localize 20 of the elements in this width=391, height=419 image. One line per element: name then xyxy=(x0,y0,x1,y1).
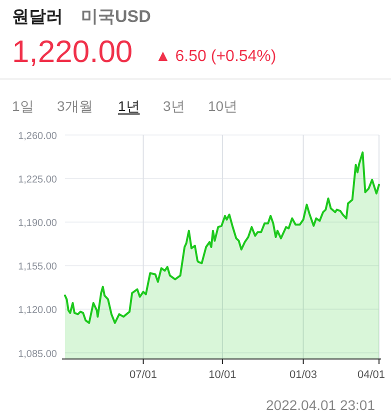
y-tick-label: 1,260.00 xyxy=(18,131,58,142)
text: 1일 xyxy=(12,98,34,114)
y-tick-label: 1,155.00 xyxy=(18,262,58,273)
text: ▲ 6.50 (+0.54%) xyxy=(155,48,276,65)
y-tick-label: 1,120.00 xyxy=(18,305,58,316)
text: 3개월 xyxy=(57,98,93,114)
text: 2022.04.01 23:01 xyxy=(266,397,376,413)
y-tick-label: 1,190.00 xyxy=(18,218,58,230)
x-tick-label: 04/01 xyxy=(357,369,385,381)
text: 1,220.00 xyxy=(12,34,133,69)
text: 10년 xyxy=(208,98,238,114)
chart-title: 원달러 xyxy=(12,7,63,26)
x-tick-label: 07/01 xyxy=(130,369,158,381)
chart-subtitle: 미국USD xyxy=(81,7,151,26)
text: 1년 xyxy=(118,98,140,114)
x-tick-label: 10/01 xyxy=(208,369,236,381)
y-tick-label: 1,225.00 xyxy=(18,174,58,186)
y-tick-label: 1,085.00 xyxy=(18,348,58,360)
x-tick-label: 01/03 xyxy=(290,369,318,381)
text: 3년 xyxy=(163,98,185,114)
